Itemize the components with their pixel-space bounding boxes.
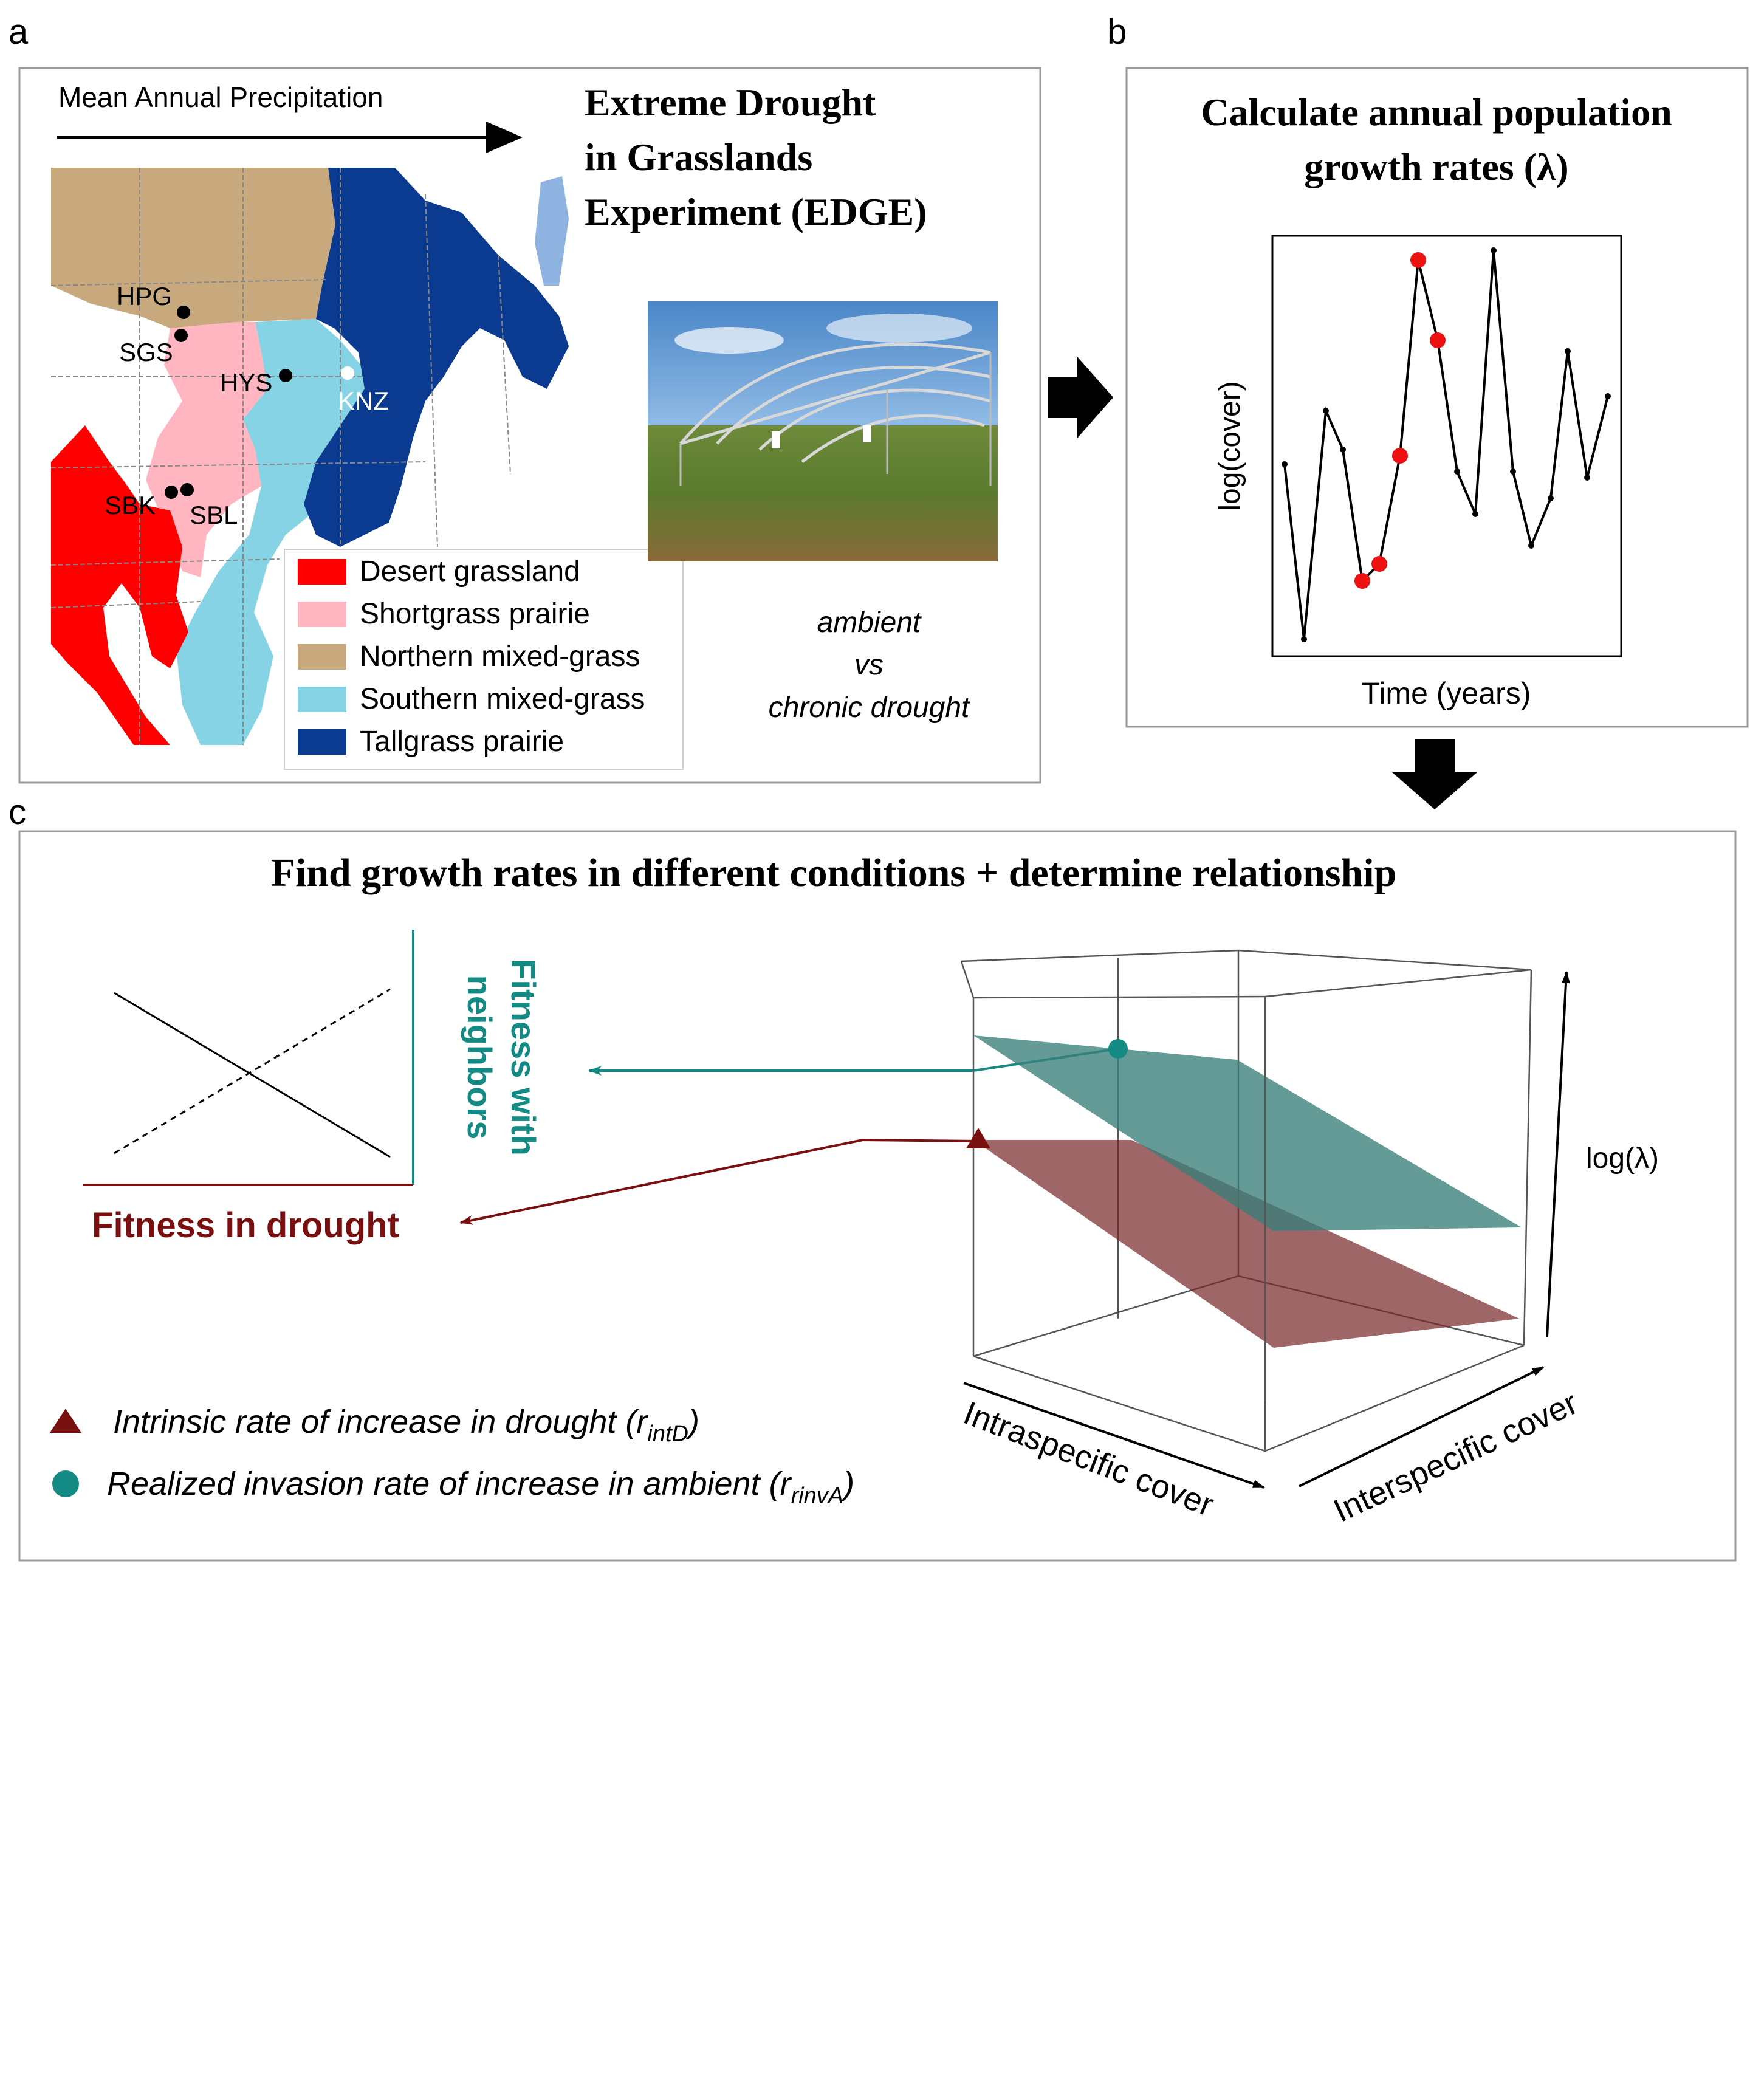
red-point (1392, 448, 1408, 464)
precip-arrowhead (486, 122, 523, 153)
edge-title-line-2: in Grasslands (585, 136, 812, 179)
legend-swatch-desert (298, 559, 346, 585)
treatment-ambient: ambient (817, 606, 922, 639)
site-dot-knz (341, 366, 354, 380)
maroon-plane (973, 1140, 1519, 1348)
map-northern-mixed (51, 168, 335, 328)
timeseries-ylabel: log(cover) (1214, 381, 1246, 510)
legend-realized-sub: rinvA (791, 1483, 844, 1509)
site-dot-hpg (177, 306, 190, 319)
timeseries-line (1283, 250, 1609, 640)
legend-swatch-northern (298, 644, 346, 670)
panel-b-title-line-1: Calculate annual population (1201, 91, 1672, 134)
treatment-drought: chronic drought (769, 691, 971, 724)
legend-label-northern: Northern mixed-grass (360, 640, 640, 673)
panel-c-legend: Intrinsic rate of increase in drought (r… (50, 1404, 854, 1509)
timeseries-xlabel: Time (years) (1362, 676, 1531, 710)
treatment-vs: vs (854, 649, 884, 681)
legend-circle-icon (52, 1470, 79, 1497)
legend-intrinsic-text: Intrinsic rate of increase in drought (r (113, 1404, 648, 1440)
map-tallgrass-east (535, 176, 569, 286)
z-axis-label: log(λ) (1586, 1142, 1659, 1175)
site-label-sbl: SBL (190, 501, 238, 529)
site-label-sgs: SGS (119, 338, 173, 366)
panel-c-letter: c (9, 792, 26, 832)
field-photo (648, 301, 998, 561)
map-southern-mixed-lower (176, 602, 273, 745)
site-label-knz: KNZ (338, 386, 389, 415)
red-point (1410, 252, 1426, 268)
site-dot-sgs (174, 329, 188, 342)
tradeoff-ylabel-line-1: Fitness with (504, 959, 543, 1156)
x-axis-arrow (963, 1382, 1265, 1489)
legend-realized-text: Realized invasion rate of increase in am… (107, 1466, 792, 1502)
intrinsic-rate-point (966, 1128, 990, 1148)
arrow-a-to-b (1048, 356, 1113, 439)
tradeoff-dashed-line (114, 988, 391, 1155)
site-markers (165, 306, 354, 499)
site-label-hpg: HPG (117, 282, 172, 311)
site-dot-sbk (165, 486, 178, 499)
teal-plane (973, 1035, 1522, 1231)
y-axis-arrow (1299, 1366, 1545, 1487)
panel-c-title: Find growth rates in different condition… (271, 851, 1397, 895)
panel-c: c Find growth rates in different conditi… (9, 792, 1737, 1562)
legend-triangle-icon (50, 1409, 81, 1433)
legend-label-shortgrass: Shortgrass prairie (360, 598, 590, 630)
tradeoff-solid-line (114, 992, 391, 1158)
legend-label-tallgrass: Tallgrass prairie (360, 726, 564, 758)
precip-label: Mean Annual Precipitation (58, 81, 383, 113)
red-point (1430, 332, 1446, 348)
panel-a-letter: a (9, 12, 29, 52)
grassland-map: HPG SGS HYS KNZ SBK SBL (50, 168, 569, 745)
legend-label-desert: Desert grassland (360, 555, 580, 588)
legend-label-southern: Southern mixed-grass (360, 683, 645, 715)
site-label-hys: HYS (220, 368, 272, 397)
site-dot-sbl (180, 483, 194, 496)
site-label-sbk: SBK (105, 491, 156, 520)
arrow-b-to-c (1391, 739, 1478, 809)
map-legend: Desert grassland Shortgrass prairie Nort… (284, 549, 684, 770)
map-tallgrass (304, 168, 569, 547)
edge-title-line-3: Experiment (EDGE) (585, 190, 927, 233)
map-southern-mixed (194, 319, 371, 668)
red-point (1371, 556, 1387, 572)
state-borders (50, 168, 511, 745)
legend-intrinsic-close: ) (685, 1404, 699, 1440)
panel-b: b Calculate annual population growth rat… (1107, 12, 1749, 728)
timeseries-points (1282, 247, 1611, 642)
z-axis-arrow (1546, 971, 1571, 1337)
panel-b-frame (1125, 67, 1749, 728)
maroon-connector-arrow (459, 1138, 979, 1225)
legend-realized-close: ) (840, 1466, 854, 1502)
panel-a: a Mean Annual Precipitation Extreme Drou… (9, 12, 1041, 784)
legend-swatch-southern (298, 687, 346, 712)
panel-b-letter: b (1107, 12, 1127, 52)
realized-invasion-point (1108, 1039, 1128, 1059)
legend-swatch-tallgrass (298, 729, 346, 755)
legend-intrinsic-sub: intD (647, 1421, 688, 1447)
timeseries-plot-frame (1271, 235, 1622, 657)
panel-b-title-line-2: growth rates (λ) (1304, 145, 1568, 188)
site-dot-hys (279, 369, 292, 382)
legend-intrinsic-rate: Intrinsic rate of increase in drought (r… (113, 1404, 699, 1447)
map-shortgrass (146, 322, 267, 577)
tradeoff-plot: Fitness with neighbors Fitness in drough… (83, 930, 543, 1245)
map-desert (51, 425, 188, 745)
highlighted-points (1354, 252, 1446, 589)
tradeoff-ylabel-line-2: neighbors (461, 975, 499, 1140)
red-point (1354, 573, 1370, 589)
edge-title-line-1: Extreme Drought (585, 81, 876, 124)
tradeoff-xlabel: Fitness in drought (92, 1206, 399, 1245)
legend-swatch-shortgrass (298, 602, 346, 627)
legend-realized-rate: Realized invasion rate of increase in am… (107, 1466, 854, 1509)
